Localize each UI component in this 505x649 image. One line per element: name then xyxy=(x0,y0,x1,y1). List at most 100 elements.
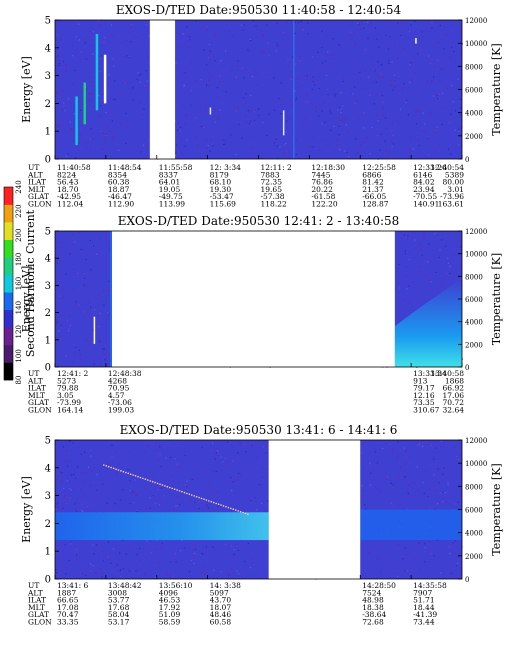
table-cell: 33.35 xyxy=(57,618,79,627)
temperature-point xyxy=(198,496,200,499)
table-cell: 72.68 xyxy=(362,618,384,627)
table-cell: 128.87 xyxy=(362,200,388,209)
colorbar-segment xyxy=(4,327,13,346)
table-cell: 48.46 xyxy=(210,610,232,619)
table-cell: 84.02 xyxy=(413,178,435,187)
temperature-point xyxy=(137,475,139,478)
table-cell: 7883 xyxy=(261,170,280,179)
table-cell: 17.92 xyxy=(159,603,181,612)
temperature-point xyxy=(208,500,210,502)
y-right-tick-label: 4000 xyxy=(465,530,483,538)
temperature-point xyxy=(107,465,110,468)
table-row-label: ILAT xyxy=(28,178,46,187)
table-cell: 53.17 xyxy=(108,618,130,627)
table-row-label: ALT xyxy=(27,588,43,597)
data-gap xyxy=(149,20,176,159)
table-cell: 19.05 xyxy=(159,185,181,194)
table-cell: 4096 xyxy=(159,588,178,597)
table-row-label: GLAT xyxy=(28,610,49,619)
colorbar-segment xyxy=(4,257,13,276)
data-gap xyxy=(268,440,361,579)
table-cell: 76.86 xyxy=(311,178,333,187)
y-tick-label: 0 xyxy=(45,575,51,586)
temperature-point xyxy=(146,479,149,481)
table-cell: 140.91 xyxy=(413,200,439,209)
colorbar-segment xyxy=(4,274,13,293)
temperature-point xyxy=(103,464,105,466)
table-cell: 14:35:58 xyxy=(413,581,447,590)
temperature-point xyxy=(210,500,213,503)
temperature-point xyxy=(171,487,174,490)
table-row-label: UT xyxy=(28,581,39,590)
colorbar-tick-label: 200 xyxy=(15,229,23,242)
table-cell: 4.57 xyxy=(108,391,125,400)
temperature-point xyxy=(212,501,215,504)
y-tick-label: 2 xyxy=(45,519,51,530)
table-cell: 70.95 xyxy=(108,384,130,393)
table-cell: 53.77 xyxy=(108,596,130,605)
y-axis-label: Energy [eV] xyxy=(20,476,33,543)
colorbar-tick-label: 120 xyxy=(15,325,23,338)
table-cell: 12:25:58 xyxy=(362,163,396,172)
table-cell: 18.87 xyxy=(108,185,130,194)
table-row-label: MLT xyxy=(28,391,45,400)
table-row-label: MLT xyxy=(28,185,45,194)
table-cell: 17.68 xyxy=(108,603,130,612)
panel-title: EXOS-D/TED Date:950530 11:40:58 - 12:40:… xyxy=(116,3,402,17)
table-row-label: UT xyxy=(28,163,39,172)
colorbar-tick-label: 80 xyxy=(15,376,23,385)
temperature-point xyxy=(203,498,205,501)
colorbar-segment xyxy=(4,362,13,381)
temperature-point xyxy=(122,470,125,473)
table-row-label: GLON xyxy=(28,200,52,209)
table-cell: 113.99 xyxy=(159,200,185,209)
table-cell: 19.65 xyxy=(261,185,283,194)
temperature-point xyxy=(125,471,127,474)
table-cell: 122.20 xyxy=(311,200,337,209)
table-cell: 66.65 xyxy=(57,596,79,605)
temperature-point xyxy=(151,480,154,483)
table-cell: 3008 xyxy=(108,588,127,597)
temperature-point xyxy=(239,510,242,513)
table-cell: 46.53 xyxy=(159,596,181,605)
table-cell: 18.70 xyxy=(57,185,79,194)
table-row-label: ILAT xyxy=(28,596,46,605)
spike xyxy=(103,54,107,104)
temperature-point xyxy=(139,476,142,479)
table-cell: 164.14 xyxy=(57,406,83,415)
temperature-point xyxy=(227,506,230,509)
temperature-point xyxy=(215,502,217,505)
table-cell: -61.58 xyxy=(311,192,335,201)
y-tick-label: 2 xyxy=(45,99,51,110)
y-tick-label: 0 xyxy=(45,155,51,166)
y-right-tick-label: 10000 xyxy=(465,460,487,468)
y-right-axis-label: Temperature [K] xyxy=(490,463,503,555)
y-tick-label: 1 xyxy=(45,127,51,138)
table-cell: 73.44 xyxy=(413,618,435,627)
y-right-axis-label: Temperature [K] xyxy=(490,253,503,345)
table-cell: 79.17 xyxy=(413,384,435,393)
table-row-label: ALT xyxy=(27,170,43,179)
table-cell: -53.47 xyxy=(210,192,234,201)
panel-title: EXOS-D/TED Date:950530 13:41: 6 - 14:41:… xyxy=(120,423,398,437)
heatmap-background xyxy=(55,20,462,159)
colorbar-label: Second Harmonic Current xyxy=(24,209,37,357)
table-cell: 199.03 xyxy=(108,406,134,415)
temperature-point xyxy=(244,512,247,515)
panel-2: EXOS-D/TED Date:950530 12:41: 2 - 13:40:… xyxy=(20,214,503,415)
temperature-point xyxy=(132,474,134,476)
temperature-point xyxy=(242,511,244,514)
energy-band xyxy=(55,512,269,541)
temperature-point xyxy=(120,470,122,472)
table-cell: 4268 xyxy=(108,376,127,385)
table-cell: -38.64 xyxy=(362,610,386,619)
table-cell: -70.55 xyxy=(413,192,437,201)
table-row-label: ALT xyxy=(27,376,43,385)
temperature-point xyxy=(173,488,176,491)
y-tick-label: 3 xyxy=(45,491,51,502)
temperature-point xyxy=(105,465,108,467)
y-right-tick-label: 12000 xyxy=(465,228,487,236)
y-right-tick-label: 2000 xyxy=(465,553,483,561)
table-cell: 11:55:58 xyxy=(159,163,193,172)
table-cell: 20.22 xyxy=(311,185,333,194)
